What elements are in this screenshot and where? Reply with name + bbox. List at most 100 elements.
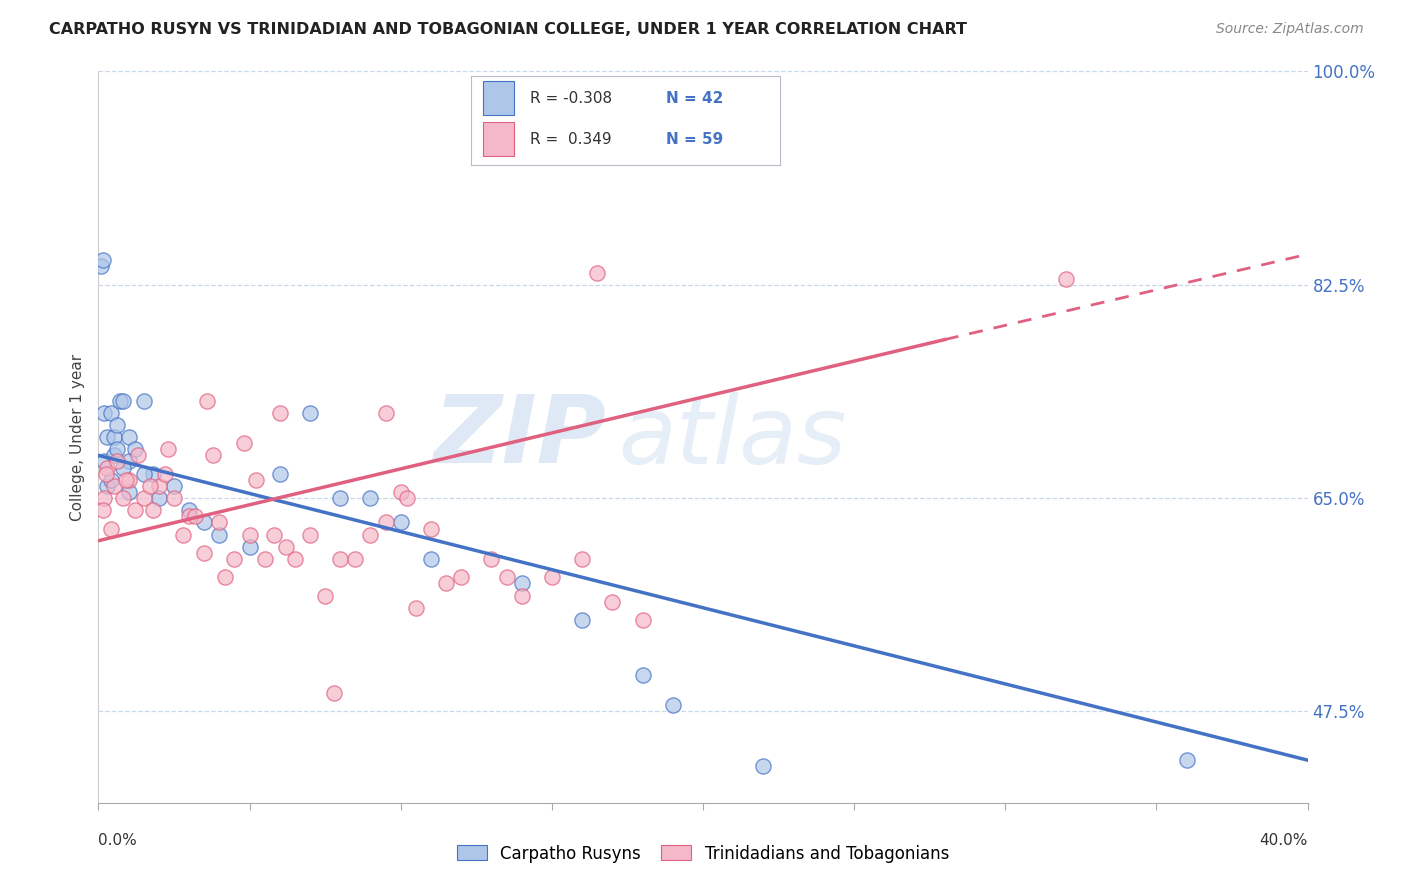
Point xyxy=(184,509,207,524)
Point xyxy=(195,393,218,408)
Point xyxy=(374,516,396,530)
Y-axis label: College, Under 1 year: College, Under 1 year xyxy=(70,353,86,521)
Point xyxy=(389,516,412,530)
Point xyxy=(374,406,396,420)
Point xyxy=(510,576,533,591)
Point xyxy=(752,759,775,773)
Point xyxy=(91,503,114,517)
Point xyxy=(631,667,654,681)
Text: ZIP: ZIP xyxy=(433,391,606,483)
Point xyxy=(148,479,170,493)
Point xyxy=(274,540,297,554)
Point xyxy=(193,516,215,530)
Point xyxy=(214,570,236,584)
Point xyxy=(208,527,231,541)
Point xyxy=(269,467,291,481)
Point xyxy=(127,449,149,463)
FancyBboxPatch shape xyxy=(484,122,515,156)
Point xyxy=(299,527,322,541)
Point xyxy=(239,540,262,554)
Point xyxy=(103,449,125,463)
Point xyxy=(111,491,134,505)
Point xyxy=(208,516,231,530)
Point xyxy=(105,417,128,432)
Point xyxy=(90,260,112,274)
Point xyxy=(395,491,418,505)
Point xyxy=(420,552,443,566)
Point xyxy=(93,406,115,420)
Point xyxy=(93,491,115,505)
Point xyxy=(96,479,118,493)
Point xyxy=(232,436,254,450)
Point xyxy=(269,406,291,420)
Point xyxy=(263,527,285,541)
Point xyxy=(142,503,165,517)
Point xyxy=(329,491,352,505)
Point xyxy=(118,473,141,487)
Point xyxy=(344,552,367,566)
Point xyxy=(114,473,136,487)
Point xyxy=(108,393,131,408)
Point xyxy=(571,613,593,627)
Point xyxy=(132,491,155,505)
Point xyxy=(103,430,125,444)
Point xyxy=(96,430,118,444)
Point xyxy=(420,521,443,535)
Point xyxy=(132,467,155,481)
FancyBboxPatch shape xyxy=(484,81,515,115)
Legend: Carpatho Rusyns, Trinidadians and Tobagonians: Carpatho Rusyns, Trinidadians and Tobago… xyxy=(453,839,953,868)
Point xyxy=(510,589,533,603)
Point xyxy=(245,473,267,487)
Text: 0.0%: 0.0% xyxy=(98,833,138,848)
Point xyxy=(124,503,146,517)
Point xyxy=(299,406,322,420)
Point xyxy=(813,826,835,840)
Point xyxy=(360,491,382,505)
Point xyxy=(239,527,262,541)
Point xyxy=(124,442,146,457)
Point xyxy=(163,479,186,493)
Point xyxy=(148,491,170,505)
Point xyxy=(314,589,336,603)
Point xyxy=(571,552,593,566)
Text: N = 59: N = 59 xyxy=(666,132,723,146)
Point xyxy=(450,570,472,584)
Point xyxy=(118,485,141,500)
Point xyxy=(661,698,683,713)
Point xyxy=(103,479,125,493)
Point xyxy=(142,467,165,481)
Point xyxy=(179,503,201,517)
Point xyxy=(153,467,176,481)
Text: 40.0%: 40.0% xyxy=(1260,833,1308,848)
Point xyxy=(91,253,114,268)
Point xyxy=(132,393,155,408)
Point xyxy=(118,454,141,468)
Point xyxy=(100,473,122,487)
Text: atlas: atlas xyxy=(619,392,846,483)
Point xyxy=(495,570,517,584)
Point xyxy=(100,406,122,420)
Point xyxy=(602,594,624,608)
Point xyxy=(139,479,162,493)
Point xyxy=(1175,753,1198,767)
Point xyxy=(93,454,115,468)
Text: N = 42: N = 42 xyxy=(666,91,723,105)
Point xyxy=(389,485,412,500)
Point xyxy=(202,449,225,463)
Point xyxy=(100,521,122,535)
Point xyxy=(118,430,141,444)
Point xyxy=(631,613,654,627)
Text: CARPATHO RUSYN VS TRINIDADIAN AND TOBAGONIAN COLLEGE, UNDER 1 YEAR CORRELATION C: CARPATHO RUSYN VS TRINIDADIAN AND TOBAGO… xyxy=(49,22,967,37)
Point xyxy=(193,546,215,560)
Point xyxy=(111,393,134,408)
Point xyxy=(405,600,427,615)
Point xyxy=(172,527,194,541)
Point xyxy=(105,442,128,457)
Point xyxy=(586,266,609,280)
Point xyxy=(96,460,118,475)
Point xyxy=(434,576,457,591)
Point xyxy=(540,570,562,584)
Point xyxy=(179,509,201,524)
Point xyxy=(360,527,382,541)
Point xyxy=(481,552,503,566)
